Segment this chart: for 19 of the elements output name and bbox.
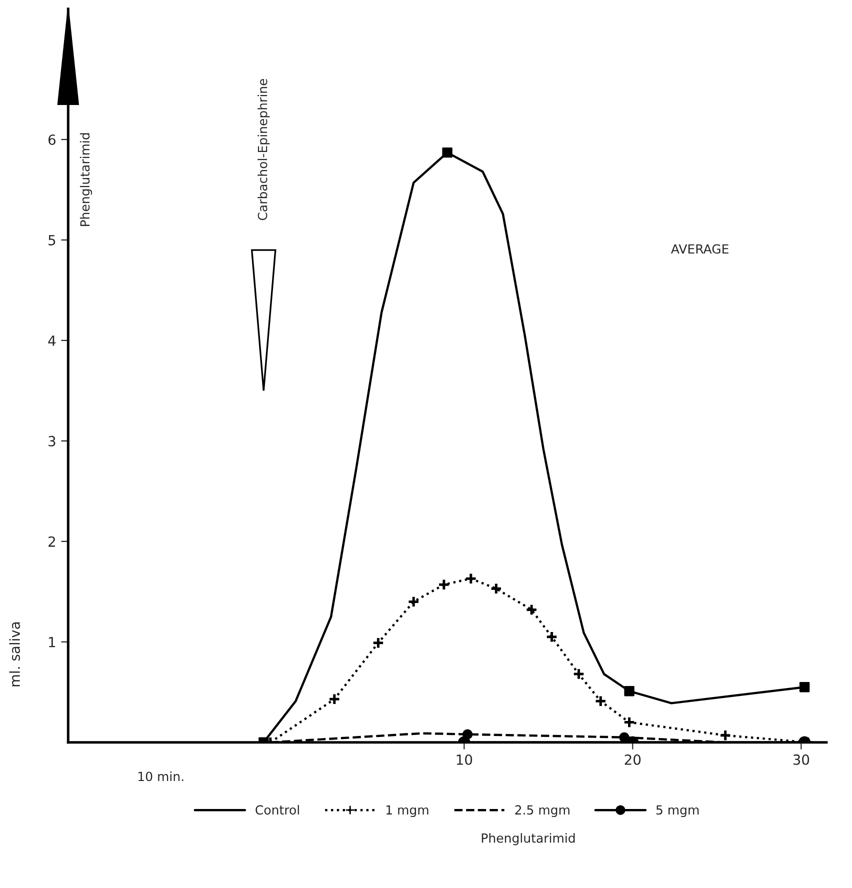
y-tick-label: 4	[48, 336, 56, 346]
legend-label: 5 mgm	[656, 805, 699, 818]
y-axis-title: ml. saliva	[9, 622, 20, 686]
y-tick-label: 1	[49, 637, 56, 648]
x-tick-label: 30	[793, 754, 810, 765]
y-tick-label: 6	[48, 134, 56, 145]
legend-label: 1 mgm	[386, 805, 428, 818]
y-tick-label: 2	[48, 536, 55, 547]
annotation: Phenglutarimid	[80, 133, 92, 226]
x-tick-label: 10	[456, 754, 472, 765]
y-tick-label: 5	[48, 235, 56, 246]
text: Phenglutarimid	[482, 833, 575, 846]
annotation: Carbachol-Epinephrine	[258, 78, 270, 220]
y-tick-label: 3	[48, 436, 56, 446]
legend-label: Control	[256, 804, 299, 815]
legend-label: 2.5 mgm	[515, 805, 570, 818]
text: 10 min.	[138, 771, 184, 782]
annotation: AVERAGE	[671, 244, 728, 254]
x-tick-label: 20	[624, 754, 641, 765]
